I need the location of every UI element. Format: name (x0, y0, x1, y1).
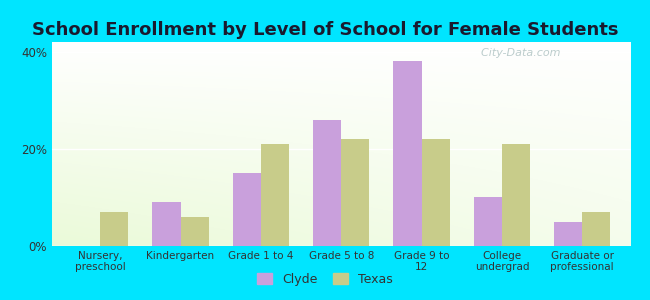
Bar (474, 197, 502, 246)
Bar (233, 173, 261, 246)
Bar (422, 139, 450, 246)
Bar (582, 212, 610, 246)
Bar (341, 139, 369, 246)
Bar (341, 139, 369, 246)
Bar (554, 222, 582, 246)
Bar (502, 144, 530, 246)
Bar (313, 120, 341, 246)
Text: City-Data.com: City-Data.com (474, 48, 561, 58)
Bar (502, 144, 530, 246)
Bar (582, 212, 610, 246)
Bar (100, 212, 128, 246)
Text: School Enrollment by Level of School for Female Students: School Enrollment by Level of School for… (32, 21, 618, 39)
Bar (100, 212, 128, 246)
Bar (554, 222, 582, 246)
Legend: Clyde, Texas: Clyde, Texas (252, 268, 398, 291)
Bar (261, 144, 289, 246)
Bar (181, 217, 209, 246)
Bar (181, 217, 209, 246)
Bar (393, 61, 422, 246)
Bar (233, 173, 261, 246)
Bar (393, 61, 422, 246)
Bar (261, 144, 289, 246)
Bar (313, 120, 341, 246)
Bar (422, 139, 450, 246)
Bar (153, 202, 181, 246)
Bar (474, 197, 502, 246)
Bar (153, 202, 181, 246)
